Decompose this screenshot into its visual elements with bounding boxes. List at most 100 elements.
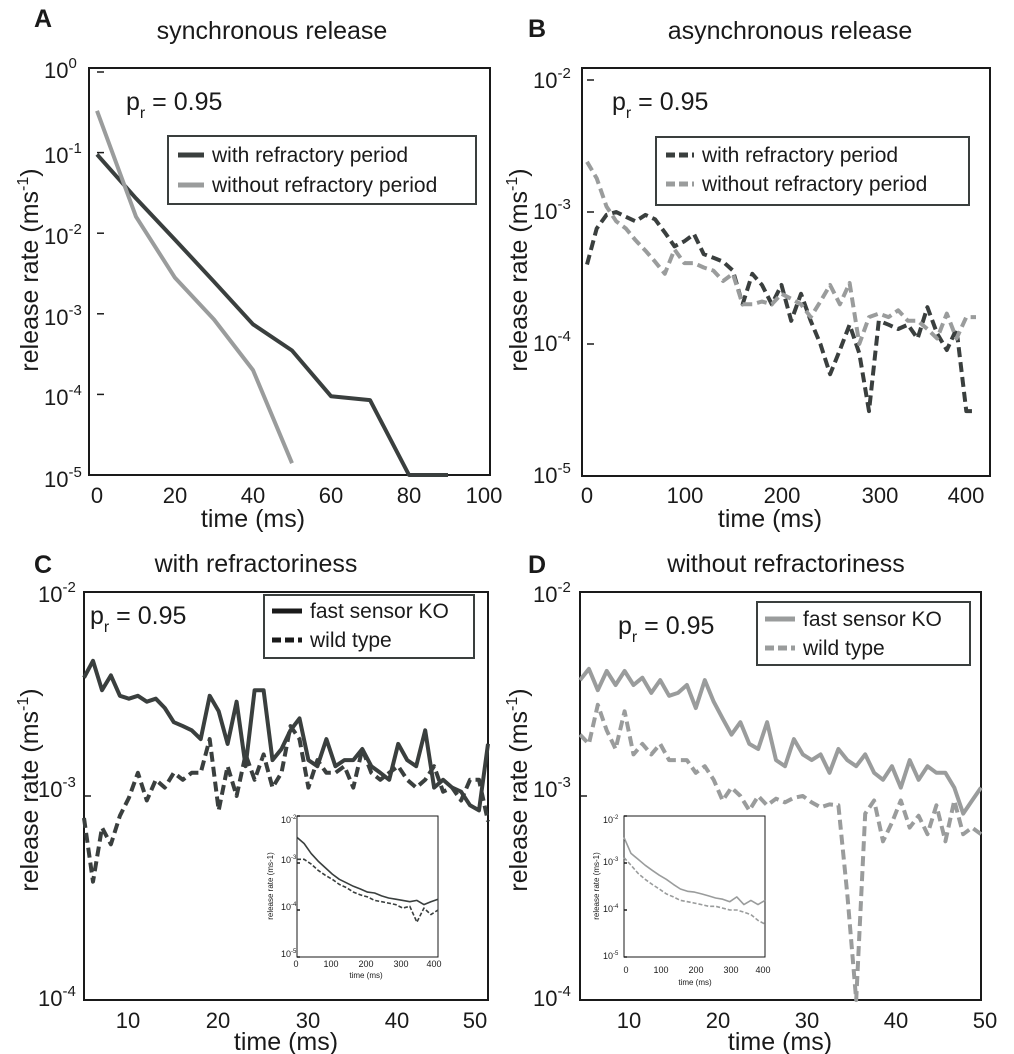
- inset-y-tick-label: 10-3: [281, 855, 297, 865]
- panel-c-x-axis-label: time (ms): [234, 1028, 338, 1054]
- panel-c-legend: fast sensor KO wild type: [263, 594, 475, 659]
- y-tick-label: 100: [44, 55, 77, 83]
- panel-d: D without refractoriness 10 20 30 40 50 …: [504, 550, 997, 1054]
- panel-a-annotation: pr = 0.95: [126, 88, 222, 122]
- x-tick-label: 0: [91, 483, 103, 508]
- panel-c-plot: [82, 591, 490, 1001]
- panel-b-x-ticks: 0 100 200 300 400: [581, 483, 984, 508]
- panel-c-x-ticks: 10 20 30 40 50: [116, 1008, 487, 1033]
- x-tick-label: 400: [948, 483, 985, 508]
- panel-c-inset: 0 100 200 300 400 10-2 10-3 10-4 10-5 ti…: [266, 815, 442, 980]
- panel-d-x-ticks: 10 20 30 40 50: [617, 1008, 997, 1033]
- series-line-wild-type: [297, 858, 439, 924]
- inset-axes-frame: [296, 815, 439, 958]
- inset-y-tick-label: 10-4: [281, 902, 297, 912]
- series-line-without-refractory-period: [585, 160, 976, 346]
- y-tick-label: 10-4: [44, 382, 82, 410]
- y-tick-label: 10-2: [38, 579, 76, 607]
- y-tick-label: 10-4: [533, 983, 571, 1011]
- inset-y-axis-label: release rate (ms-1): [592, 852, 601, 920]
- inset-axes-frame: [623, 815, 766, 958]
- inset-x-axis-label: time (ms): [678, 978, 712, 987]
- panel-a-axes-frame: [88, 67, 491, 476]
- series-line-with-refractory-period: [95, 153, 448, 477]
- x-tick-label: 10: [617, 1008, 641, 1033]
- inset-y-axis-label: release rate (ms-1): [266, 852, 275, 920]
- legend-entry: fast sensor KO: [310, 600, 449, 623]
- panel-d-x-axis-label: time (ms): [728, 1028, 832, 1054]
- x-tick-label: 40: [385, 1008, 409, 1033]
- y-tick-label: 10-5: [44, 464, 82, 492]
- panel-d-y-ticks: 10-2 10-3 10-4: [533, 579, 571, 1011]
- inset-y-tick-label: 10-3: [603, 857, 619, 867]
- x-tick-label: 50: [973, 1008, 997, 1033]
- panel-b-x-axis-label: time (ms): [718, 505, 822, 533]
- inset-x-tick-label: 0: [623, 965, 628, 975]
- legend-entry: wild type: [309, 629, 392, 652]
- panel-b-axes-frame: [581, 67, 991, 477]
- series-line-wild-type: [623, 857, 766, 925]
- legend-entry: fast sensor KO: [803, 608, 942, 631]
- inset-x-tick-label: 0: [293, 959, 298, 969]
- series-line-with-refractory-period: [585, 210, 976, 414]
- series-line-wild-type: [82, 724, 490, 884]
- panel-c-y-ticks: 10-2 10-3 10-4: [38, 579, 76, 1011]
- y-tick-label: 10-3: [533, 774, 571, 802]
- panel-d-inset-plot: [623, 815, 766, 958]
- inset-x-tick-label: 200: [688, 965, 703, 975]
- panel-c-annotation: pr = 0.95: [90, 602, 186, 636]
- panel-d-title: without refractoriness: [666, 550, 905, 578]
- panel-a: A synchronous release 0 20 40 60 80 100 …: [15, 5, 502, 533]
- inset-x-axis-label: time (ms): [349, 971, 383, 980]
- panel-b-annotation: pr = 0.95: [612, 88, 708, 122]
- y-tick-label: 10-2: [44, 221, 82, 249]
- x-tick-label: 20: [706, 1008, 730, 1033]
- series-line-fast-sensor-ko: [578, 666, 983, 816]
- x-tick-label: 100: [667, 483, 704, 508]
- inset-y-tick-label: 10-5: [281, 949, 297, 959]
- inset-y-tick-label: 10-2: [603, 815, 619, 825]
- series-line-wild-type: [578, 702, 983, 1002]
- inset-y-tick-label: 10-5: [603, 951, 619, 961]
- panel-a-y-axis-label: release rate (ms-1): [15, 168, 44, 371]
- legend-entry: without refractory period: [701, 173, 927, 196]
- panel-a-y-ticks: 100 10-1 10-2 10-3 10-4 10-5: [44, 55, 82, 492]
- panel-d-y-axis-label: release rate (ms-1): [504, 688, 533, 891]
- x-tick-label: 40: [884, 1008, 908, 1033]
- panel-a-legend: with refractory period without refractor…: [167, 135, 477, 205]
- panel-b-label: B: [528, 15, 546, 43]
- inset-x-tick-label: 400: [426, 959, 441, 969]
- x-tick-label: 0: [581, 483, 593, 508]
- x-tick-label: 30: [795, 1008, 819, 1033]
- inset-x-tick-label: 400: [755, 965, 770, 975]
- legend-box: [263, 594, 475, 659]
- legend-entry: without refractory period: [211, 174, 437, 197]
- series-line-fast-sensor-ko: [623, 837, 766, 906]
- panel-d-annotation: pr = 0.95: [618, 612, 714, 646]
- panel-c-y-axis-label: release rate (ms-1): [15, 688, 44, 891]
- inset-x-tick-label: 300: [723, 965, 738, 975]
- panel-a-title: synchronous release: [157, 17, 388, 45]
- x-tick-label: 50: [463, 1008, 487, 1033]
- panel-b-y-axis-label: release rate (ms-1): [504, 168, 533, 371]
- inset-x-tick-label: 100: [323, 959, 338, 969]
- x-tick-label: 60: [319, 483, 343, 508]
- panel-b-legend: with refractory period without refractor…: [655, 136, 970, 206]
- panel-b-plot: [585, 79, 976, 477]
- legend-entry: with refractory period: [701, 144, 898, 167]
- inset-y-tick-label: 10-4: [603, 904, 619, 914]
- x-tick-label: 40: [241, 483, 265, 508]
- y-tick-label: 10-3: [38, 774, 76, 802]
- x-tick-label: 30: [296, 1008, 320, 1033]
- series-line-fast-sensor-ko: [296, 836, 439, 906]
- panel-a-x-axis-label: time (ms): [201, 505, 305, 533]
- panel-c: C with refractoriness 10 20 30 40 50 10-…: [15, 550, 490, 1054]
- x-tick-label: 80: [397, 483, 421, 508]
- x-tick-label: 10: [116, 1008, 140, 1033]
- x-tick-label: 100: [466, 483, 503, 508]
- panel-c-label: C: [34, 551, 52, 579]
- x-tick-label: 20: [206, 1008, 230, 1033]
- y-tick-label: 10-4: [38, 983, 76, 1011]
- panel-a-plot: [95, 71, 448, 477]
